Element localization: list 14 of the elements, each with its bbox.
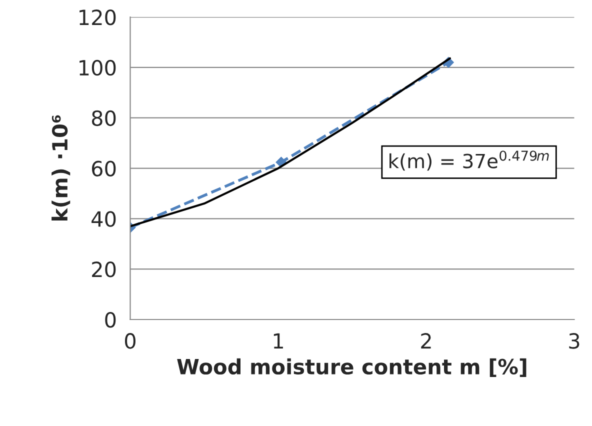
- x-axis-title: Wood moisture content m [%]: [177, 358, 526, 377]
- y-tick-label: 20: [92, 262, 116, 278]
- x-tick-label: 1: [274, 333, 283, 349]
- y-tick-label: 40: [92, 211, 116, 227]
- y-tick-label: 100: [80, 60, 116, 76]
- x-tick-label: 3: [569, 333, 580, 349]
- y-axis-title: k(m) ·10⁶: [52, 115, 70, 220]
- x-tick-label: 2: [421, 333, 431, 349]
- y-tick-label: 80: [92, 110, 116, 126]
- y-tick-label: 120: [80, 9, 116, 26]
- x-tick-label: 0: [124, 333, 136, 349]
- y-tick-label: 60: [92, 160, 116, 176]
- y-tick-label: 0: [105, 312, 116, 328]
- annotation: k(m) = 37e$^{0.479m}$: [390, 150, 549, 171]
